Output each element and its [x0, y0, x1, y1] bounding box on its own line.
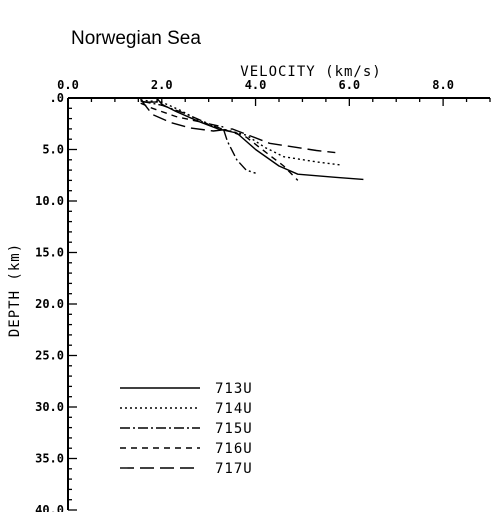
x-tick-label: 8.0	[432, 78, 454, 92]
series-line-715u	[140, 100, 256, 174]
x-tick-label: 2.0	[151, 78, 173, 92]
y-tick-label: 5.0	[42, 143, 64, 157]
legend-label: 717U	[215, 461, 253, 477]
series-line-717u	[140, 99, 336, 154]
y-tick-label: 30.0	[35, 400, 64, 414]
legend-label: 714U	[215, 401, 253, 417]
y-tick-label: .0	[50, 91, 64, 105]
x-tick-label: 0.0	[57, 78, 79, 92]
legend-label: 713U	[215, 381, 253, 397]
x-axis-title: VELOCITY (km/s)	[240, 64, 381, 80]
y-tick-label: 40.0	[35, 503, 64, 512]
x-tick-label: 4.0	[245, 78, 267, 92]
x-tick-label: 6.0	[338, 78, 360, 92]
legend: 713U 714U 715U 716U 717U	[120, 381, 253, 477]
axes: 0.0 2.0 4.0 6.0 8.0 .0 5.0 10.0 15.0 20.0 25.0 30.0…	[35, 78, 491, 512]
y-tick-label: 15.0	[35, 246, 64, 260]
chart-title: Norwegian Sea	[71, 28, 201, 49]
y-tick-label: 25.0	[35, 349, 64, 363]
legend-label: 716U	[215, 441, 253, 457]
series-layer	[140, 97, 364, 181]
series-line-714u	[140, 99, 341, 166]
series-line-716u	[140, 102, 299, 181]
y-tick-label: 10.0	[35, 194, 64, 208]
legend-label: 715U	[215, 421, 253, 437]
y-tick-label: 20.0	[35, 297, 64, 311]
y-axis-title: DEPTH (km)	[7, 243, 23, 337]
series-line-713u	[140, 97, 364, 181]
y-tick-label: 35.0	[35, 452, 64, 466]
